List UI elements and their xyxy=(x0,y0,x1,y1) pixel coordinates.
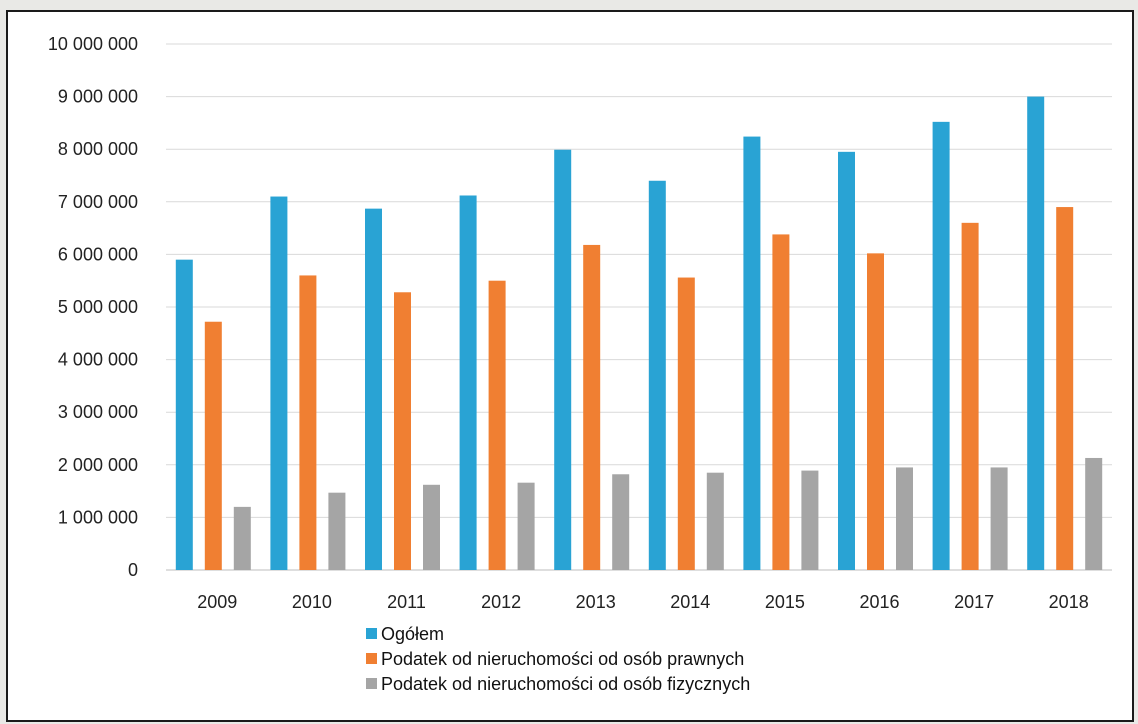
bar-chart: 0 1 000 000 2 000 000 3 000 000 4 000 000 5 0… xyxy=(48,34,1112,694)
y-tick-label: 5 000 000 xyxy=(58,297,138,317)
bar-2015-series-1 xyxy=(743,136,761,570)
bar-2018-series-1 xyxy=(1027,96,1045,570)
bar-2012-series-2 xyxy=(488,280,506,570)
bar-2018-series-3 xyxy=(1085,457,1103,570)
y-tick-label: 4 000 000 xyxy=(58,350,138,370)
y-tick-label: 2 000 000 xyxy=(58,455,138,475)
legend-label: Podatek od nieruchomości od osób fizyczn… xyxy=(381,674,750,694)
y-tick-label: 0 xyxy=(128,560,138,580)
bar-2009-series-1 xyxy=(175,259,193,570)
bars xyxy=(175,96,1103,571)
bar-2016-series-1 xyxy=(838,151,855,570)
legend-swatch xyxy=(366,628,377,639)
legend-swatch xyxy=(366,653,377,664)
bar-2014-series-2 xyxy=(677,277,695,570)
bar-2014-series-1 xyxy=(648,180,666,570)
legend: Ogółem Podatek od nieruchomości od osób p… xyxy=(366,624,750,694)
y-tick-label: 9 000 000 xyxy=(58,87,138,107)
bar-2012-series-3 xyxy=(517,482,535,570)
bar-2013-series-2 xyxy=(583,244,601,570)
y-axis-tick-labels: 0 1 000 000 2 000 000 3 000 000 4 000 000 5 0… xyxy=(48,34,138,580)
bar-2013-series-1 xyxy=(554,149,572,570)
bar-2017-series-3 xyxy=(990,467,1008,570)
x-tick-label: 2015 xyxy=(765,592,805,612)
bar-2011-series-1 xyxy=(365,208,382,570)
chart-frame: 0 1 000 000 2 000 000 3 000 000 4 000 000 5 0… xyxy=(6,10,1134,722)
bar-2009-series-3 xyxy=(233,506,251,570)
bar-2010-series-3 xyxy=(328,492,346,570)
bar-2017-series-1 xyxy=(932,121,950,571)
bar-2015-series-2 xyxy=(772,234,790,571)
y-tick-label: 8 000 000 xyxy=(58,139,138,159)
x-tick-label: 2014 xyxy=(670,592,710,612)
legend-swatch xyxy=(366,678,377,689)
y-tick-label: 6 000 000 xyxy=(58,244,138,264)
y-tick-label: 10 000 000 xyxy=(48,34,138,54)
bar-2011-series-2 xyxy=(394,292,411,570)
x-tick-label: 2009 xyxy=(197,592,237,612)
bar-2013-series-3 xyxy=(612,474,630,570)
x-tick-label: 2012 xyxy=(481,592,521,612)
x-tick-label: 2018 xyxy=(1049,592,1089,612)
x-tick-label: 2010 xyxy=(292,592,332,612)
gridlines xyxy=(166,43,1112,571)
x-tick-label: 2013 xyxy=(576,592,616,612)
bar-2014-series-3 xyxy=(706,472,724,570)
bar-2016-series-3 xyxy=(896,467,913,570)
bar-2016-series-2 xyxy=(867,253,884,570)
y-tick-label: 7 000 000 xyxy=(58,192,138,212)
bar-2011-series-3 xyxy=(423,484,440,570)
x-tick-label: 2017 xyxy=(954,592,994,612)
bar-2018-series-2 xyxy=(1056,207,1074,570)
bar-2010-series-2 xyxy=(299,275,317,570)
legend-label: Podatek od nieruchomości od osób prawnyc… xyxy=(381,649,744,669)
bar-2010-series-1 xyxy=(270,196,288,571)
bar-2009-series-2 xyxy=(204,321,222,570)
y-tick-label: 1 000 000 xyxy=(58,507,138,527)
bar-2017-series-2 xyxy=(961,222,979,570)
bar-2015-series-3 xyxy=(801,470,819,570)
y-tick-label: 3 000 000 xyxy=(58,402,138,422)
x-tick-label: 2016 xyxy=(859,592,899,612)
bar-2012-series-1 xyxy=(459,195,477,570)
x-tick-label: 2011 xyxy=(387,592,426,612)
x-axis-tick-labels: 2009 2010 2011 2012 2013 2014 2015 2016 2017 2018 xyxy=(197,592,1088,612)
legend-label: Ogółem xyxy=(381,624,444,644)
